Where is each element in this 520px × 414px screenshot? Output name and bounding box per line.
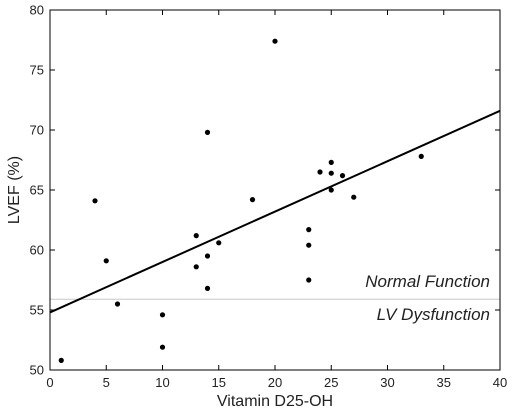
data-point [306, 242, 312, 248]
data-point [418, 153, 424, 159]
data-point [193, 233, 199, 239]
annotation-normal-function: Normal Function [365, 272, 490, 291]
data-point [114, 301, 121, 307]
x-tick-label: 40 [493, 375, 507, 390]
y-tick-label: 70 [30, 123, 44, 138]
y-tick-label: 55 [30, 303, 44, 318]
data-point [204, 129, 211, 135]
data-point [328, 159, 334, 165]
data-point [306, 277, 312, 283]
data-point [216, 240, 222, 246]
x-tick-label: 20 [268, 375, 282, 390]
regression-line [49, 109, 501, 314]
regression-layer [49, 109, 501, 314]
y-tick-label: 60 [30, 243, 44, 258]
x-tick-label: 25 [324, 375, 338, 390]
data-point [159, 344, 166, 350]
data-point [249, 197, 256, 203]
plot-frame [49, 9, 501, 371]
y-tick-label: 75 [30, 63, 44, 78]
x-axis-label: Vitamin D25-OH [217, 393, 333, 410]
data-point [193, 264, 199, 270]
data-point [92, 198, 98, 204]
data-point [306, 227, 312, 233]
x-tick-label: 30 [380, 375, 394, 390]
data-point [317, 169, 323, 175]
x-tick-label: 35 [437, 375, 451, 390]
y-tick-label: 65 [30, 183, 44, 198]
y-tick-label: 80 [30, 3, 44, 18]
data-point [272, 38, 278, 44]
x-tick-label: 0 [46, 375, 53, 390]
data-point [328, 187, 334, 193]
points-layer [58, 38, 424, 363]
data-point [159, 312, 166, 318]
axis-ticks: 0 5 10 15 20 25 30 35 40 50 55 60 65 70 75 80 [30, 3, 508, 391]
data-point [103, 258, 109, 264]
annotation-lv-dysfunction: LV Dysfunction [377, 305, 490, 324]
y-axis-label: LVEF (%) [6, 156, 23, 224]
x-tick-label: 5 [103, 375, 110, 390]
data-point [58, 357, 64, 363]
x-tick-label: 15 [212, 375, 226, 390]
data-point [339, 173, 346, 179]
y-tick-label: 50 [30, 363, 44, 378]
data-point [351, 194, 357, 200]
x-tick-label: 10 [155, 375, 169, 390]
data-point [328, 170, 334, 176]
data-point [204, 253, 211, 259]
data-point [204, 285, 211, 291]
